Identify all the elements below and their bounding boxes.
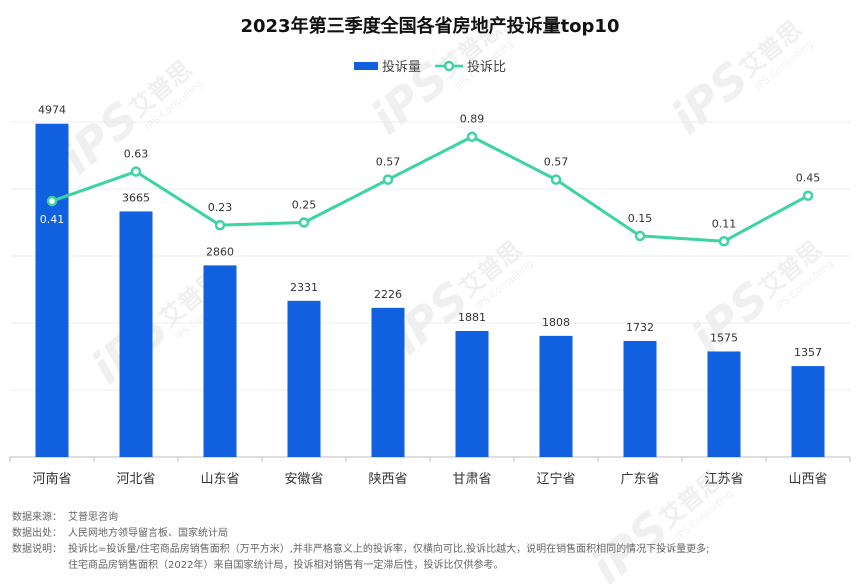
bar-value-label: 4974 bbox=[38, 104, 66, 117]
legend-bar-swatch bbox=[353, 61, 378, 70]
line-point bbox=[130, 166, 142, 177]
legend-line-label: 投诉比 bbox=[467, 60, 507, 75]
bar-value-label: 2226 bbox=[374, 288, 402, 301]
note-desc-line1: 投诉比=投诉量/住宅商品房销售面积（万平方米）,并非严格意义上的投诉率，仅横向可… bbox=[68, 544, 710, 555]
x-tick-label: 河北省 bbox=[116, 472, 155, 487]
line-value-label: 0.41 bbox=[40, 213, 65, 226]
bar-value-label: 1732 bbox=[626, 321, 654, 334]
legend-line-swatch bbox=[435, 60, 463, 71]
line-point bbox=[718, 236, 730, 247]
bar-河北省 bbox=[119, 211, 153, 457]
note-desc-line2: 住宅商品房销售面积（2022年）来自国家统计局，投诉相对销售有一定滞后性，投诉比… bbox=[68, 560, 504, 571]
note-origin-value: 人民网地方领导留言板、国家统计局 bbox=[68, 528, 228, 539]
note-source-label: 数据来源： bbox=[12, 512, 62, 523]
note-origin-label: 数据出处： bbox=[12, 528, 62, 539]
bar-甘肃省 bbox=[455, 330, 489, 457]
x-tick-label: 安徽省 bbox=[284, 472, 323, 487]
line-point bbox=[46, 195, 58, 207]
line-value-label: 0.23 bbox=[208, 201, 233, 214]
legend-item-line[interactable]: 投诉比 bbox=[435, 56, 506, 75]
line-point bbox=[298, 217, 310, 228]
bar-辽宁省 bbox=[539, 335, 573, 457]
line-series-path bbox=[51, 135, 809, 243]
line-value-label: 0.57 bbox=[376, 156, 401, 169]
x-tick-label: 甘肃省 bbox=[452, 472, 491, 487]
bar-value-label: 1881 bbox=[458, 311, 486, 324]
x-tick-label: 山东省 bbox=[200, 472, 239, 487]
x-tick-label: 河南省 bbox=[32, 471, 71, 487]
x-tick-label: 广东省 bbox=[620, 472, 659, 487]
legend-item-bar[interactable]: 投诉量 bbox=[353, 56, 421, 75]
line-point bbox=[466, 131, 478, 142]
line-point bbox=[550, 174, 562, 185]
note-source-value: 艾普思咨询 bbox=[68, 512, 118, 523]
bar-value-label: 2331 bbox=[290, 281, 318, 294]
line-value-label: 0.63 bbox=[124, 148, 149, 161]
line-point bbox=[214, 219, 226, 231]
line-value-label: 0.57 bbox=[544, 156, 569, 169]
chart-notes: 数据来源： 艾普思咨询 数据出处： 人民网地方领导留言板、国家统计局 数据说明：… bbox=[12, 510, 852, 574]
bar-安徽省 bbox=[287, 300, 321, 457]
line-value-label: 0.89 bbox=[460, 113, 485, 126]
bar-江苏省 bbox=[707, 351, 741, 457]
note-source: 数据来源： 艾普思咨询 bbox=[12, 510, 852, 526]
line-point bbox=[382, 174, 394, 185]
bar-广东省 bbox=[623, 340, 657, 457]
note-desc: 数据说明： 投诉比=投诉量/住宅商品房销售面积（万平方米）,并非严格意义上的投诉… bbox=[12, 542, 852, 558]
note-desc-label: 数据说明： bbox=[12, 544, 62, 555]
bar-value-label: 1357 bbox=[794, 346, 822, 359]
line-value-label: 0.25 bbox=[292, 199, 317, 212]
x-tick-label: 陕西省 bbox=[368, 472, 407, 487]
x-tick-label: 山西省 bbox=[788, 472, 827, 487]
bar-陕西省 bbox=[371, 307, 405, 457]
legend-bar-label: 投诉量 bbox=[381, 60, 421, 75]
bar-value-label: 2860 bbox=[206, 245, 234, 258]
bar-value-label: 1575 bbox=[710, 331, 738, 344]
bar-山东省 bbox=[203, 265, 237, 457]
bar-山西省 bbox=[791, 366, 825, 457]
line-value-label: 0.11 bbox=[712, 217, 737, 230]
bar-河南省 bbox=[35, 123, 69, 457]
x-tick-label: 江苏省 bbox=[704, 471, 743, 487]
bar-value-label: 1808 bbox=[542, 316, 570, 329]
bar-value-label: 3665 bbox=[122, 191, 150, 204]
note-origin: 数据出处： 人民网地方领导留言板、国家统计局 bbox=[12, 526, 852, 542]
line-point bbox=[802, 190, 814, 201]
line-value-label: 0.15 bbox=[628, 212, 653, 225]
line-point bbox=[634, 230, 646, 242]
x-tick-label: 辽宁省 bbox=[536, 471, 575, 487]
chart-title: 2023年第三季度全国各省房地产投诉量top10 bbox=[240, 16, 620, 37]
chart-legend: 投诉量 投诉比 bbox=[0, 56, 860, 75]
line-value-label: 0.45 bbox=[796, 172, 821, 185]
